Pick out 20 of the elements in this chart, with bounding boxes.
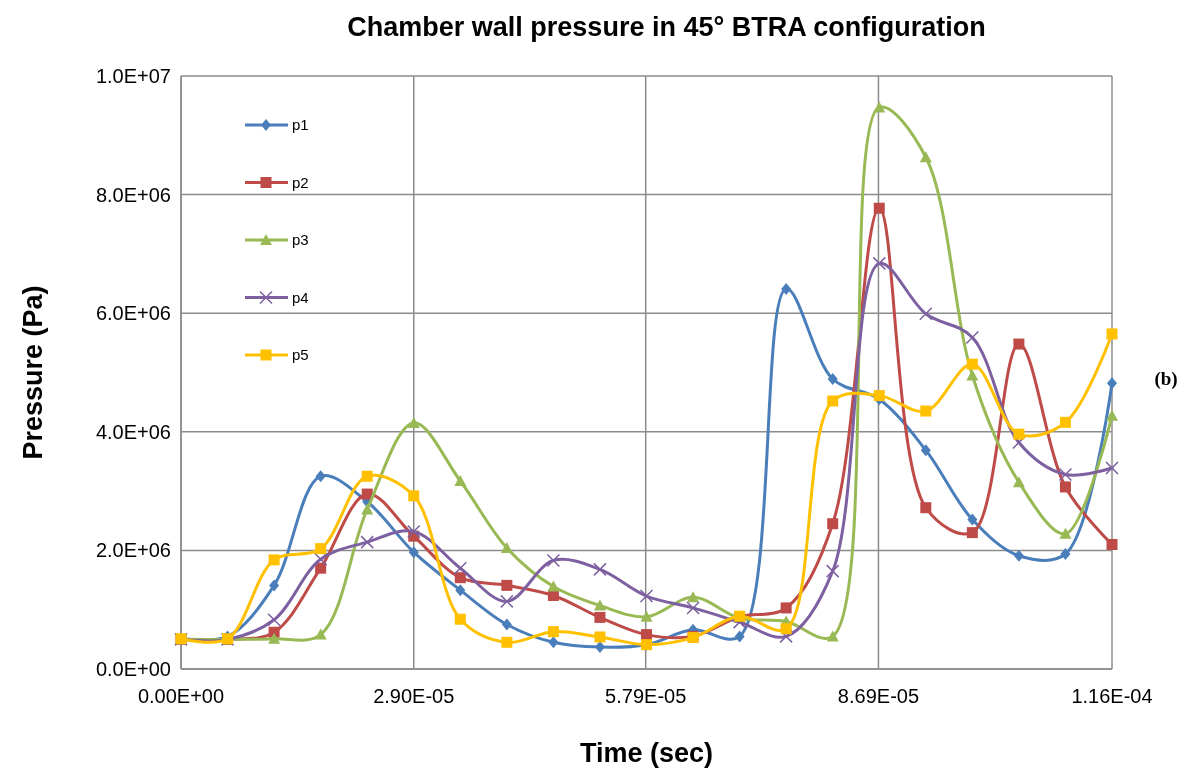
chart-title: Chamber wall pressure in 45° BTRA configuration xyxy=(347,12,986,42)
x-tick-label: 2.90E-05 xyxy=(373,685,455,707)
legend-label: p4 xyxy=(292,288,309,306)
x-axis-title: Time (sec) xyxy=(579,738,714,768)
x-tick-label: 5.79E-05 xyxy=(605,685,687,707)
x-tick-label: 8.69E-05 xyxy=(837,685,920,707)
x-tick-label: 1.16E-04 xyxy=(1071,685,1153,707)
legend-label: p1 xyxy=(292,116,309,134)
y-tick-label: 4.0E+06 xyxy=(95,420,171,443)
y-tick-label: 2.0E+06 xyxy=(95,539,171,562)
y-axis-title: Pressure (Pa) xyxy=(18,285,48,460)
text: (b) xyxy=(1154,368,1178,390)
legend-label: p5 xyxy=(292,346,309,364)
x-tick-label: 0.00E+00 xyxy=(137,685,225,707)
y-tick-label: 1.0E+07 xyxy=(95,65,171,87)
y-tick-label: 6.0E+06 xyxy=(95,302,171,325)
legend-label: p2 xyxy=(292,173,309,191)
y-tick-label: 8.0E+06 xyxy=(95,183,171,206)
legend-label: p3 xyxy=(292,231,309,249)
y-tick-label: 0.0E+00 xyxy=(95,658,171,680)
